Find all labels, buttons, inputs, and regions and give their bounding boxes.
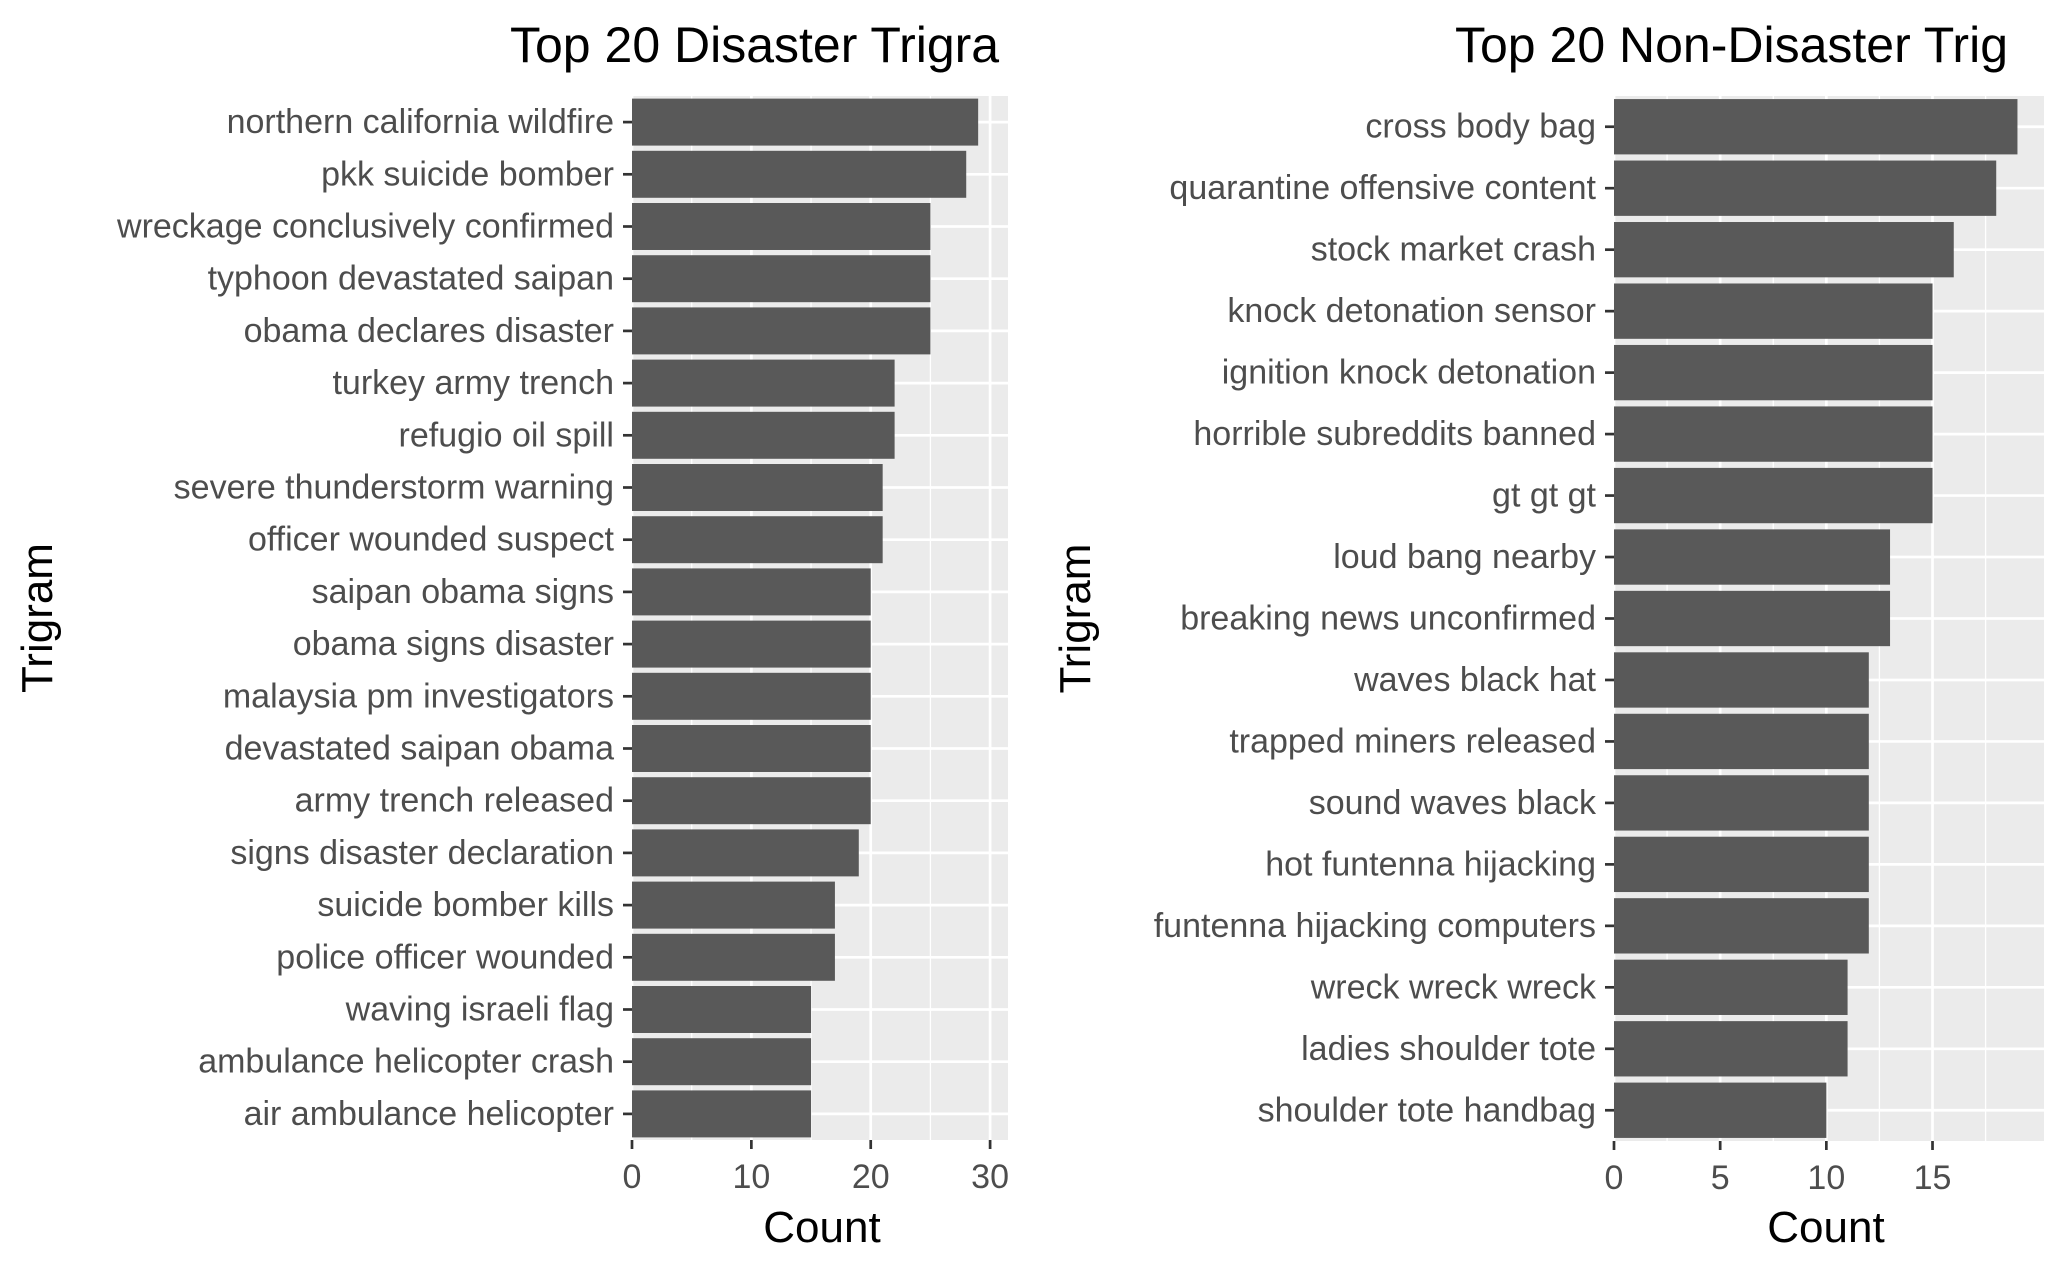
disaster-bar	[632, 1038, 812, 1086]
y-tick-label: waves black hat	[1353, 661, 1596, 699]
disaster-bar	[632, 516, 883, 564]
disaster-chart-title: Top 20 Disaster Trigra	[510, 17, 999, 73]
y-tick-label: ladies shoulder tote	[1301, 1030, 1596, 1068]
y-tick-label: suicide bomber kills	[317, 886, 614, 924]
x-axis-title: Count	[1767, 1203, 1884, 1252]
y-tick-label: officer wounded suspect	[248, 521, 615, 559]
non-disaster-bar	[1614, 406, 1933, 462]
x-tick-label: 5	[1711, 1159, 1730, 1197]
y-tick-label: pkk suicide bomber	[321, 155, 614, 193]
y-tick-label: knock detonation sensor	[1227, 292, 1596, 330]
disaster-bar	[632, 464, 883, 511]
y-tick-label: breaking news unconfirmed	[1180, 600, 1596, 638]
y-tick-label: hot funtenna hijacking	[1265, 845, 1596, 883]
non-disaster-bar	[1614, 283, 1933, 339]
non-disaster-bar	[1614, 775, 1869, 831]
non-disaster-bar	[1614, 1021, 1848, 1077]
y-tick-label: stock market crash	[1311, 231, 1596, 269]
non-disaster-bar	[1614, 160, 1997, 216]
disaster-bar	[632, 359, 895, 407]
y-tick-label: waving israeli flag	[345, 991, 614, 1029]
non-disaster-chart-panel: cross body bag quarantine offensive conte…	[1051, 17, 2044, 1252]
disaster-bar	[632, 725, 871, 772]
disaster-bar	[632, 986, 812, 1033]
y-tick-label: saipan obama signs	[312, 573, 614, 611]
y-tick-label: severe thunderstorm warning	[174, 469, 614, 507]
x-tick-label: 0	[1605, 1159, 1624, 1197]
non-disaster-bar	[1614, 898, 1869, 954]
x-tick-label: 10	[732, 1158, 770, 1196]
y-tick-label: cross body bag	[1365, 108, 1596, 146]
non-disaster-bar	[1614, 467, 1933, 524]
disaster-bar	[632, 255, 931, 303]
y-tick-label: army trench released	[295, 782, 614, 820]
disaster-bar	[632, 411, 895, 459]
y-tick-label: quarantine offensive content	[1169, 169, 1596, 207]
y-axis-title: Trigram	[13, 543, 62, 693]
non-disaster-bar	[1614, 590, 1891, 647]
y-tick-label: northern california wildfire	[227, 103, 614, 141]
non-disaster-bar	[1614, 713, 1869, 770]
y-tick-label: turkey army trench	[332, 364, 614, 402]
y-tick-label: devastated saipan obama	[225, 730, 614, 768]
disaster-bar	[632, 1090, 812, 1138]
y-tick-label: wreckage conclusively confirmed	[116, 208, 614, 246]
y-tick-label: wreck wreck wreck	[1310, 968, 1597, 1006]
non-disaster-bar	[1614, 652, 1869, 708]
y-tick-label: police officer wounded	[276, 938, 614, 976]
disaster-bar	[632, 933, 835, 981]
y-tick-label: horrible subreddits banned	[1193, 415, 1596, 453]
non-disaster-chart-title: Top 20 Non-Disaster Trig	[1455, 17, 2008, 73]
non-disaster-bar	[1614, 344, 1933, 401]
non-disaster-bar	[1614, 99, 2018, 155]
y-tick-label: malaysia pm investigators	[223, 677, 614, 715]
disaster-bar	[632, 620, 871, 668]
y-tick-label: obama declares disaster	[244, 312, 614, 350]
y-tick-label: ignition knock detonation	[1222, 354, 1596, 392]
y-tick-label: typhoon devastated saipan	[208, 260, 614, 298]
y-tick-label: signs disaster declaration	[230, 834, 614, 872]
y-axis-title: Trigram	[1051, 544, 1100, 694]
x-tick-label: 20	[852, 1158, 890, 1196]
disaster-bar	[632, 777, 871, 825]
y-tick-label: trapped miners released	[1229, 722, 1596, 760]
y-tick-label: refugio oil spill	[399, 416, 614, 454]
y-tick-label: shoulder tote handbag	[1258, 1091, 1596, 1129]
disaster-bar	[632, 203, 931, 250]
disaster-bar	[632, 98, 979, 146]
y-tick-label: gt gt gt	[1492, 477, 1597, 515]
disaster-bar	[632, 150, 967, 198]
y-tick-label: ambulance helicopter crash	[198, 1043, 614, 1081]
disaster-bar	[632, 307, 931, 355]
non-disaster-bar	[1614, 836, 1869, 893]
disaster-bar	[632, 672, 871, 720]
non-disaster-bar	[1614, 529, 1891, 585]
y-tick-label: sound waves black	[1309, 784, 1597, 822]
y-tick-label: obama signs disaster	[293, 625, 614, 663]
disaster-bar	[632, 881, 835, 929]
y-tick-label: air ambulance helicopter	[244, 1095, 614, 1133]
y-tick-label: loud bang nearby	[1333, 538, 1596, 576]
x-tick-label: 0	[623, 1158, 642, 1196]
x-tick-label: 10	[1807, 1159, 1845, 1197]
disaster-bar	[632, 829, 859, 877]
y-tick-label: funtenna hijacking computers	[1154, 907, 1596, 945]
x-tick-label: 15	[1914, 1159, 1952, 1197]
non-disaster-bar	[1614, 1082, 1827, 1138]
disaster-bar	[632, 568, 871, 616]
plot-background	[632, 96, 1008, 1140]
non-disaster-bar	[1614, 222, 1954, 278]
x-tick-label: 30	[971, 1158, 1009, 1196]
x-axis-title: Count	[763, 1203, 880, 1252]
disaster-chart-panel: northern california wildfire pkk suicide …	[13, 17, 1009, 1252]
non-disaster-bar	[1614, 959, 1848, 1015]
